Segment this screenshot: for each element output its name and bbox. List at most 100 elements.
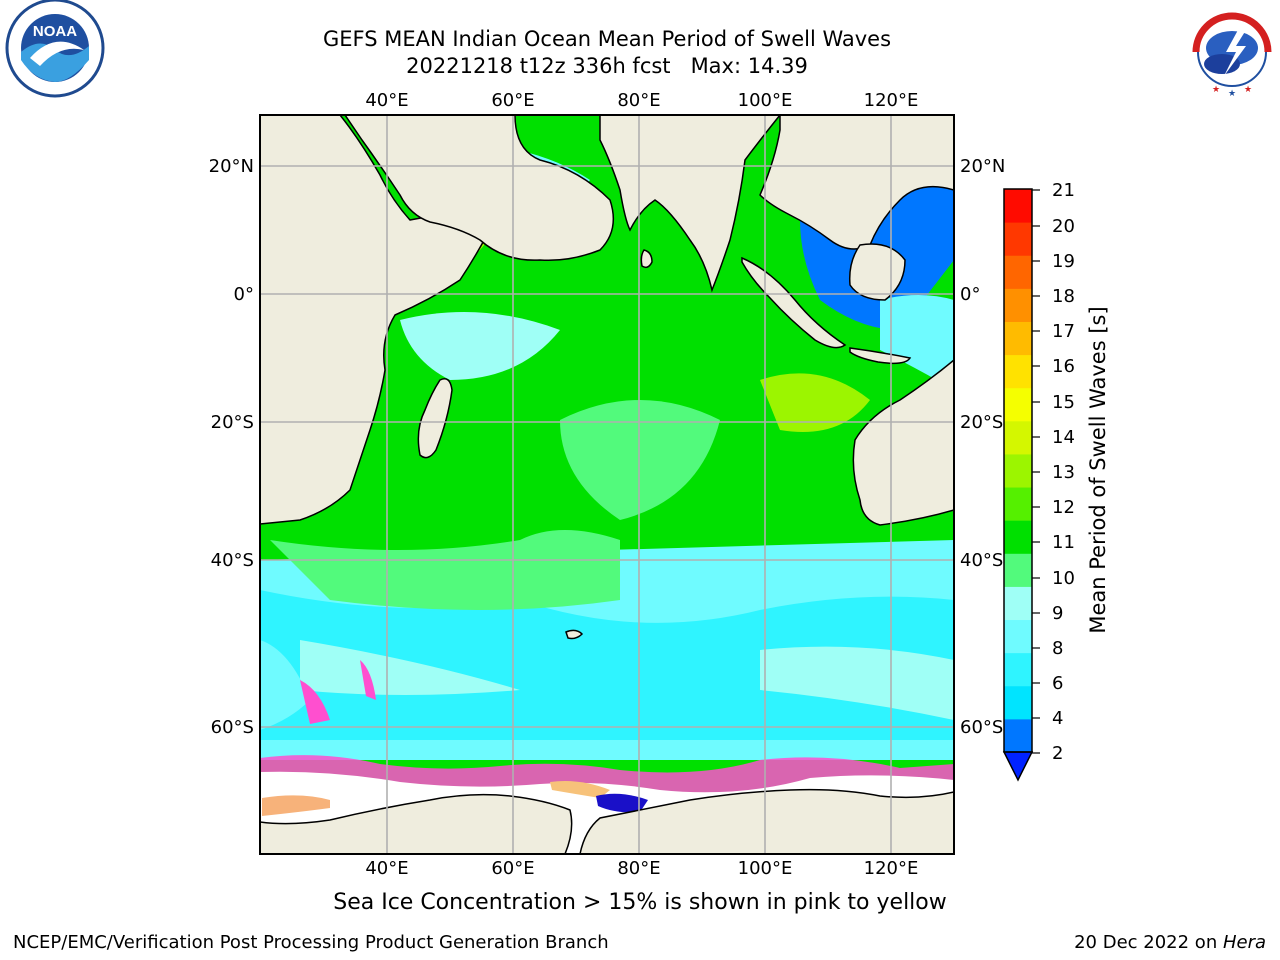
colorbar-swatch [1004,321,1032,356]
colorbar-tick-label: 20 [1052,216,1075,237]
colorbar-swatch [1004,387,1032,422]
colorbar-tick-label: 9 [1052,603,1063,624]
antarctica-land-east [579,788,954,854]
lat-label-right: 20°S [960,412,1003,433]
swell-period-field [260,120,954,760]
lon-label-bottom: 60°E [491,858,534,879]
colorbar-swatch [1004,586,1032,621]
footer-host: Hera [1222,932,1266,953]
lat-label-left: 60°S [211,717,254,738]
swell-period-patch [400,312,560,380]
lat-label-left: 20°S [211,412,254,433]
colorbar-swatch [1004,453,1032,488]
colorbar-swatch [1004,288,1032,322]
colorbar-label: Mean Period of Swell Waves [s] [1086,306,1110,633]
java-land [849,347,912,365]
noaa-logo-text: NOAA [33,23,77,40]
lat-label-left: 20°N [209,156,254,177]
colorbar-tick-label: 18 [1052,286,1075,307]
lon-label-bottom: 40°E [365,858,408,879]
colorbar-tick-label: 8 [1052,638,1063,659]
colorbar-swatch [1004,487,1032,521]
lat-labels-right: 20°N 0° 20°S 40°S 60°S [960,156,1005,738]
kerguelen-island [565,629,584,640]
lon-label-bottom: 80°E [617,858,660,879]
colorbar-tick-label: 12 [1052,497,1075,518]
colorbar-tick-label: 17 [1052,321,1075,342]
swell-period-patch [300,680,330,724]
lon-label-top: 120°E [864,90,919,111]
figure-title: GEFS MEAN Indian Ocean Mean Period of Sw… [322,27,892,51]
colorbar-ticks: 2 4 6 8 9 10 11 12 13 14 15 16 17 18 19 … [1052,180,1075,764]
colorbar-extend-triangle [1002,751,1034,782]
colorbar: 2 4 6 8 9 10 11 12 13 14 15 16 17 18 19 … [1002,180,1110,782]
swell-period-patch [360,660,376,700]
colorbar-swatch [1004,354,1032,389]
colorbar-tick-label: 15 [1052,392,1075,413]
colorbar-swatch [1004,619,1032,654]
swell-period-patch [270,530,620,610]
swell-period-patch [880,295,954,390]
lon-label-bottom: 120°E [864,858,919,879]
lat-labels-left: 20°N 0° 20°S 40°S 60°S [209,156,254,738]
svg-text:★: ★ [1212,85,1220,95]
lon-label-top: 60°E [491,90,534,111]
southeast-asia-land [759,115,954,250]
india-land [599,115,781,293]
map-clipped-layers [260,115,954,854]
sea-ice-caption: Sea Ice Concentration > 15% is shown in … [333,890,947,915]
footer-credit: NCEP/EMC/Verification Post Processing Pr… [13,932,609,953]
lat-label-left: 0° [234,284,254,305]
swell-period-patch [300,640,520,695]
colorbar-swatch [1004,520,1032,554]
swell-period-patch [760,646,954,720]
colorbar-tick-label: 6 [1052,673,1063,694]
lon-labels-top: 40°E 60°E 80°E 100°E 120°E [365,90,918,111]
lon-label-top: 100°E [738,90,793,111]
lat-label-left: 40°S [211,550,254,571]
svg-text:★: ★ [1228,89,1236,99]
colorbar-swatches [1004,189,1040,754]
lon-label-top: 40°E [365,90,408,111]
colorbar-swatch [1004,718,1032,753]
graticule [260,115,954,854]
colorbar-tick-label: 11 [1052,532,1075,553]
colorbar-tick-label: 19 [1052,251,1075,272]
colorbar-swatch [1004,255,1032,289]
madagascar-land [417,378,453,459]
figure-subtitle: 20221218 t12z 336h fcst Max: 14.39 [406,54,808,78]
national-weather-service-logo: ★ ★ ★ [1192,12,1272,99]
colorbar-swatch [1004,420,1032,455]
colorbar-tick-label: 13 [1052,462,1075,483]
swell-period-patch [260,590,954,740]
colorbar-swatch [1004,685,1032,720]
map-frame [259,114,955,855]
map-panel: 40°E 60°E 80°E 100°E 120°E 40°E 60°E 80°… [209,90,1006,879]
colorbar-tick-label: 10 [1052,568,1075,589]
colorbar-tick-label: 14 [1052,427,1075,448]
colorbar-tick-label: 4 [1052,708,1063,729]
footer-date: 20 Dec 2022 on Hera [1074,932,1266,953]
sri-lanka-land [640,249,653,269]
colorbar-tick-label: 16 [1052,356,1075,377]
swell-period-patch [760,373,870,432]
lon-label-top: 80°E [617,90,660,111]
footer-date-text: 20 Dec 2022 on [1074,932,1223,953]
lat-label-right: 60°S [960,717,1003,738]
colorbar-swatch [1004,189,1032,223]
swell-period-patch [560,400,720,520]
svg-text:★: ★ [1244,85,1252,95]
lat-label-right: 20°N [960,156,1005,177]
colorbar-swatch [1004,222,1032,256]
colorbar-frame [1003,188,1033,753]
lon-labels-bottom: 40°E 60°E 80°E 100°E 120°E [365,858,918,879]
colorbar-swatch [1004,553,1032,587]
colorbar-tick-label: 21 [1052,180,1075,201]
australia-land [852,359,954,526]
lon-label-bottom: 100°E [738,858,793,879]
lat-label-right: 40°S [960,550,1003,571]
noaa-logo: NOAA [5,0,105,98]
colorbar-swatch [1004,652,1032,687]
swell-period-patch [260,640,310,730]
